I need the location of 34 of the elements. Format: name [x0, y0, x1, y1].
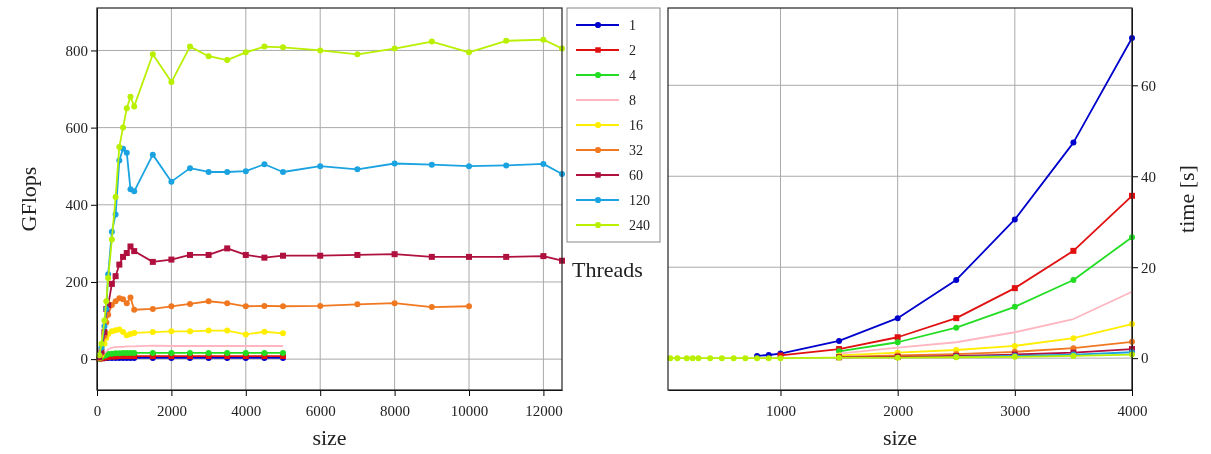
legend-label: 60: [629, 168, 643, 183]
x-tick-label: 6000: [305, 402, 336, 419]
y-tick-label: 60: [1141, 77, 1156, 94]
x-axis-title: size: [312, 425, 347, 450]
x-tick-label: 2000: [883, 402, 914, 419]
y-axis-title: time [s]: [1174, 165, 1199, 233]
y-tick-label: 800: [65, 42, 88, 59]
x-tick-label: 10000: [450, 402, 489, 419]
legend-label: 2: [629, 43, 636, 58]
y-tick-label: 40: [1141, 168, 1156, 185]
legend-label: 4: [629, 68, 636, 83]
x-tick-label: 2000: [156, 402, 187, 419]
legend-label: 8: [629, 93, 636, 108]
y-tick-label: 0: [80, 351, 88, 368]
y-tick-label: 20: [1141, 259, 1156, 276]
legend-label: 240: [629, 218, 650, 233]
legend-label: 120: [629, 193, 650, 208]
y-axis-title: GFlops: [16, 166, 41, 232]
x-tick-label: 8000: [380, 402, 411, 419]
legend-label: 16: [629, 118, 643, 133]
y-tick-label: 0: [1141, 350, 1149, 367]
legend-label: 32: [629, 143, 643, 158]
legend-title: Threads: [572, 257, 643, 282]
x-tick-label: 4000: [1117, 402, 1148, 419]
y-tick-label: 200: [65, 274, 88, 291]
x-tick-label: 4000: [231, 402, 262, 419]
x-tick-label: 1000: [765, 402, 796, 419]
x-tick-label: 3000: [1000, 402, 1031, 419]
x-axis-title: size: [882, 425, 918, 450]
y-tick-label: 600: [65, 119, 88, 136]
x-tick-label: 0: [93, 402, 102, 419]
x-tick-label: 12000: [525, 402, 563, 419]
y-tick-label: 400: [65, 197, 88, 214]
legend-label: 1: [629, 18, 636, 33]
